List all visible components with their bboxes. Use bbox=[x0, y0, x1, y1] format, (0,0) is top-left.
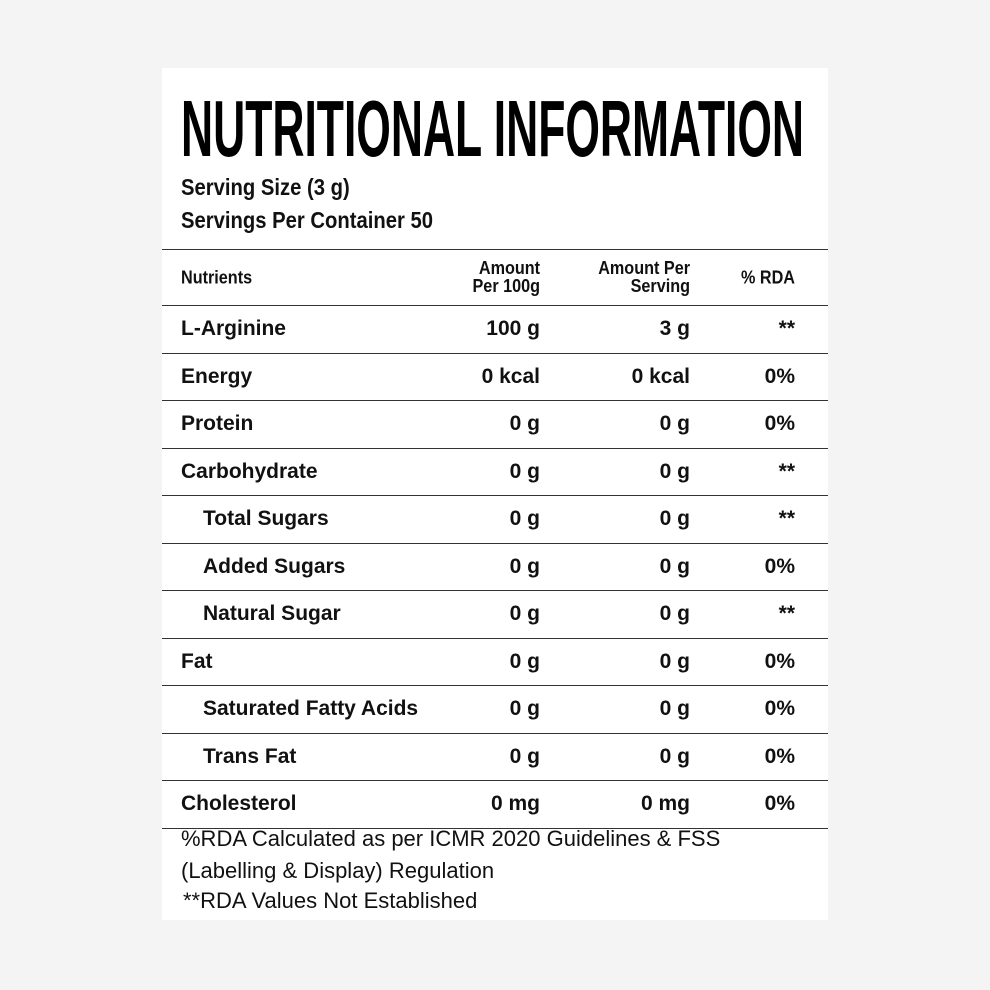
nutrient-value: 0 g bbox=[509, 697, 540, 721]
nutrient-value: 0 g bbox=[659, 649, 690, 673]
table-row: Energy 0 kcal 0 kcal 0% bbox=[162, 354, 828, 401]
nutrient-value: 0 g bbox=[659, 697, 690, 721]
serving-size: Serving Size (3 g) bbox=[181, 174, 350, 200]
nutrient-value: 0 g bbox=[659, 602, 690, 626]
nutrient-value: 0 g bbox=[659, 459, 690, 483]
table-row: Saturated Fatty Acids 0 g 0 g 0% bbox=[162, 686, 828, 734]
nutrient-value: 0 g bbox=[659, 507, 690, 531]
title: NUTRITIONAL INFORMATION bbox=[181, 86, 804, 173]
table-row: Total Sugars 0 g 0 g ** bbox=[162, 496, 828, 544]
nutrient-name: Trans Fat bbox=[203, 744, 297, 768]
nutrient-value: ** bbox=[778, 459, 795, 483]
nutrient-value: ** bbox=[778, 317, 795, 341]
nutrient-name: Natural Sugar bbox=[203, 602, 341, 626]
nutrient-value: 0% bbox=[764, 412, 795, 436]
nutrient-value: 0 g bbox=[509, 507, 540, 531]
nutrient-value: 0 mg bbox=[490, 792, 540, 816]
table-row: Fat 0 g 0 g 0% bbox=[162, 639, 828, 686]
nutrient-name: Carbohydrate bbox=[181, 459, 318, 483]
nutrient-value: 0 kcal bbox=[631, 364, 690, 388]
nutrient-value: 0 g bbox=[659, 412, 690, 436]
nutrient-value: 3 g bbox=[659, 317, 690, 341]
column-header: Amount Per Serving bbox=[598, 257, 690, 297]
nutrient-value: 0 g bbox=[509, 649, 540, 673]
title-box: NUTRITIONAL INFORMATION bbox=[181, 86, 804, 173]
nutrient-name: Fat bbox=[181, 649, 213, 673]
nutrient-value: ** bbox=[778, 602, 795, 626]
servings-per-container: Servings Per Container 50 bbox=[181, 207, 433, 233]
nutrient-name: Total Sugars bbox=[203, 507, 329, 531]
nutrition-label: NUTRITIONAL INFORMATION Serving Size (3 … bbox=[162, 68, 828, 920]
column-header: Amount Per 100g bbox=[472, 257, 540, 297]
nutrient-value: 0 g bbox=[659, 744, 690, 768]
nutrient-value: 0% bbox=[764, 364, 795, 388]
nutrient-value: 0 g bbox=[509, 459, 540, 483]
nutrient-value: 0 g bbox=[509, 554, 540, 578]
nutrition-table: Nutrients Amount Per 100g Amount Per Ser… bbox=[162, 249, 828, 829]
table-row: Added Sugars 0 g 0 g 0% bbox=[162, 544, 828, 591]
nutrient-name: Cholesterol bbox=[181, 792, 297, 816]
column-header: % RDA bbox=[740, 267, 795, 288]
table-row: L-Arginine 100 g 3 g ** bbox=[162, 306, 828, 354]
footnote: %RDA Calculated as per ICMR 2020 Guideli… bbox=[181, 826, 721, 883]
nutrient-value: 0% bbox=[764, 744, 795, 768]
nutrient-value: 0 g bbox=[509, 412, 540, 436]
nutrient-value: 0 g bbox=[509, 602, 540, 626]
nutrient-value: 0% bbox=[764, 792, 795, 816]
nutrient-name: Energy bbox=[181, 364, 253, 388]
table-row: Carbohydrate 0 g 0 g ** bbox=[162, 449, 828, 496]
table-row: Natural Sugar 0 g 0 g ** bbox=[162, 591, 828, 639]
nutrient-value: 0 kcal bbox=[481, 364, 540, 388]
header-row: Nutrients Amount Per 100g Amount Per Ser… bbox=[162, 250, 828, 306]
nutrient-value: 0 g bbox=[659, 554, 690, 578]
nutrient-value: ** bbox=[778, 507, 795, 531]
nutrient-name: Protein bbox=[181, 412, 254, 436]
footnote-legend: **RDA Values Not Established bbox=[183, 888, 478, 913]
nutrient-value: 0% bbox=[764, 554, 795, 578]
column-header: Nutrients bbox=[181, 267, 253, 288]
nutrient-name: Saturated Fatty Acids bbox=[203, 697, 419, 721]
table-row: Cholesterol 0 mg 0 mg 0% bbox=[162, 781, 828, 829]
nutrient-value: 100 g bbox=[486, 317, 540, 341]
nutrient-value: 0% bbox=[764, 649, 795, 673]
table-row: Protein 0 g 0 g 0% bbox=[162, 401, 828, 449]
nutrient-value: 0 mg bbox=[640, 792, 690, 816]
table-row: Trans Fat 0 g 0 g 0% bbox=[162, 734, 828, 781]
nutrient-name: Added Sugars bbox=[203, 554, 346, 578]
nutrient-value: 0 g bbox=[509, 744, 540, 768]
nutrient-name: L-Arginine bbox=[181, 317, 286, 341]
nutrient-value: 0% bbox=[764, 697, 795, 721]
